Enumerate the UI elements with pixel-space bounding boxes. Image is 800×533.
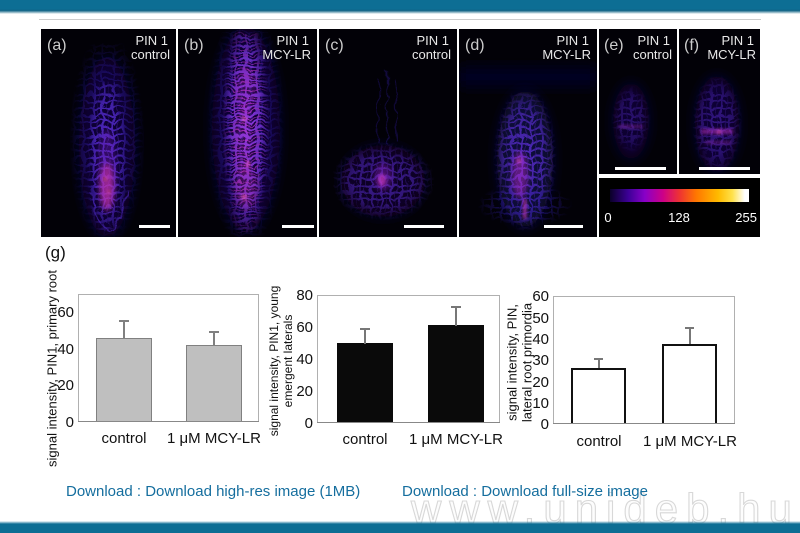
svg-text:PIN 1: PIN 1 (721, 33, 754, 48)
svg-text:PIN 1: PIN 1 (416, 33, 449, 48)
svg-text:control: control (412, 47, 451, 62)
svg-text:PIN 1: PIN 1 (135, 33, 168, 48)
svg-text:MCY-LR: MCY-LR (542, 47, 591, 62)
svg-text:control: control (131, 47, 170, 62)
svg-text:255: 255 (735, 210, 757, 225)
svg-text:(c): (c) (325, 37, 344, 54)
svg-text:PIN 1: PIN 1 (276, 33, 309, 48)
svg-text:(d): (d) (465, 37, 485, 54)
svg-text:(b): (b) (184, 37, 204, 54)
svg-text:(f): (f) (684, 37, 699, 54)
svg-text:control: control (633, 47, 672, 62)
svg-text:(e): (e) (604, 37, 624, 54)
svg-text:(a): (a) (47, 37, 67, 54)
svg-text:MCY-LR: MCY-LR (262, 47, 311, 62)
svg-text:128: 128 (668, 210, 690, 225)
svg-text:PIN 1: PIN 1 (637, 33, 670, 48)
svg-text:PIN 1: PIN 1 (556, 33, 589, 48)
svg-text:MCY-LR: MCY-LR (707, 47, 756, 62)
svg-text:0: 0 (604, 210, 611, 225)
